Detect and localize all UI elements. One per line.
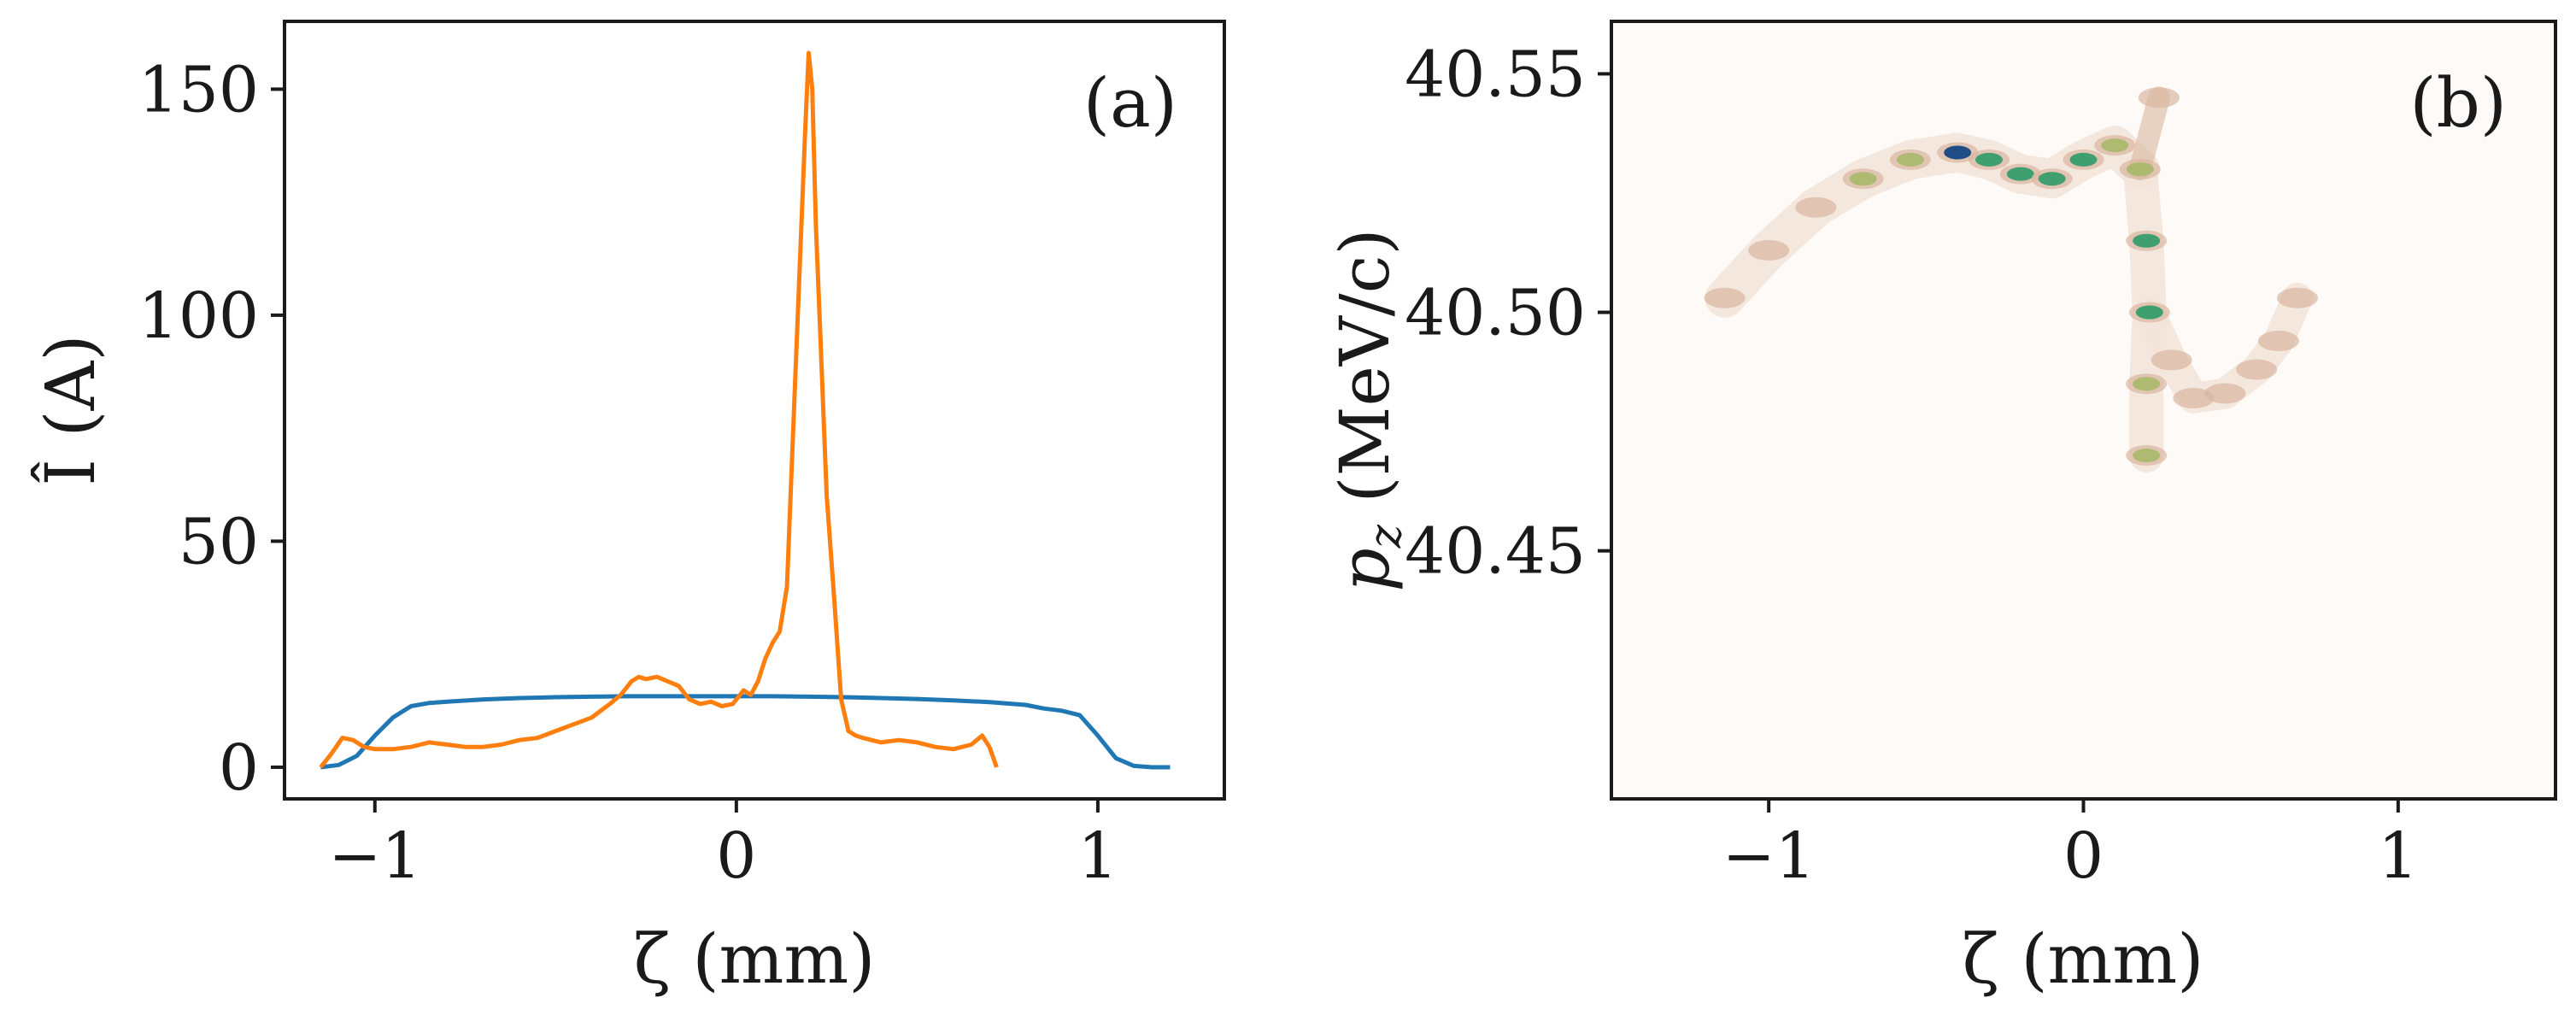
panel-b-y-axis-label-main: p: [1325, 548, 1405, 591]
density-core: [2069, 152, 2098, 167]
panel-b-x-tick-label: 1: [2378, 819, 2418, 893]
series-line-initial: [320, 694, 1171, 770]
panel-a-y-tick-label: 0: [219, 731, 259, 805]
panel-a-x-tick-label: 1: [1077, 819, 1118, 893]
panel-b-density-group: [1704, 86, 2318, 472]
density-core: [1975, 152, 2003, 167]
panel-b-x-tick-label: −1: [1722, 819, 1816, 893]
density-point: [2151, 349, 2192, 371]
panel-a-y-tick-label: 50: [179, 505, 259, 578]
density-core: [2101, 138, 2129, 153]
panel-a-y-tick-label: 150: [138, 53, 259, 126]
panel-a-frame: [283, 20, 1226, 801]
density-core: [2133, 377, 2161, 391]
panel-b-label: (b): [2409, 63, 2507, 143]
density-core: [1944, 145, 1972, 160]
density-point: [2276, 287, 2318, 308]
density-point: [1795, 197, 1837, 218]
panel-a-series-group: [319, 50, 1171, 770]
panel-b-x-axis-label: ζ (mm): [1963, 919, 2204, 999]
panel-b-y-axis-label: pz (MeV/c): [1325, 228, 1411, 591]
panel-b-x-ticks: −1 0 1: [1722, 799, 2418, 893]
panel-b-y-tick-label: 40.50: [1405, 277, 1586, 350]
panel-a-y-tick-label: 100: [138, 279, 259, 353]
panel-a-y-ticks: 0 50 100 150: [138, 53, 285, 805]
density-core: [1896, 152, 1924, 167]
panel-b-y-axis-label-units: (MeV/c): [1325, 228, 1405, 525]
density-core: [2126, 162, 2154, 177]
density-core: [2133, 449, 2161, 463]
density-core: [1849, 172, 1877, 186]
density-core: [2133, 233, 2161, 248]
panel-b-phase-space: −1 0 1 40.45 40.50 40.55 (b) ζ (mm) pz (MeV/…: [1325, 20, 2557, 999]
panel-b-y-ticks: 40.45 40.50 40.55: [1405, 38, 1611, 589]
density-point: [2173, 388, 2215, 409]
panel-a-y-axis-label: Î (A): [30, 334, 110, 485]
density-point: [2204, 383, 2246, 404]
panel-a-x-tick-label: −1: [328, 819, 421, 893]
density-halo-spike: [2128, 86, 2170, 181]
density-point: [2236, 359, 2278, 380]
density-core: [2135, 305, 2163, 320]
density-core: [2006, 167, 2034, 181]
panel-a-background: [285, 21, 1224, 799]
panel-b-y-tick-label: 40.45: [1405, 515, 1586, 589]
panel-b-x-tick-label: 0: [2063, 819, 2104, 893]
series-line-final: [319, 50, 999, 769]
panel-a-label: (a): [1083, 63, 1177, 143]
panel-a-x-tick-label: 0: [716, 819, 756, 893]
panel-a-x-ticks: −1 0 1: [328, 799, 1118, 893]
density-point: [2257, 331, 2299, 352]
density-core: [2038, 172, 2066, 186]
panel-b-y-axis-label-sub: z: [1360, 524, 1411, 549]
density-point: [2138, 87, 2180, 109]
panel-a-current-profile: −1 0 1 0 50 100 150 (a) ζ (mm) Î (A): [30, 20, 1226, 999]
panel-a-x-axis-label: ζ (mm): [634, 919, 876, 999]
density-point: [1748, 239, 1790, 261]
density-point: [1704, 287, 1746, 308]
panel-b-y-tick-label: 40.55: [1405, 38, 1586, 111]
